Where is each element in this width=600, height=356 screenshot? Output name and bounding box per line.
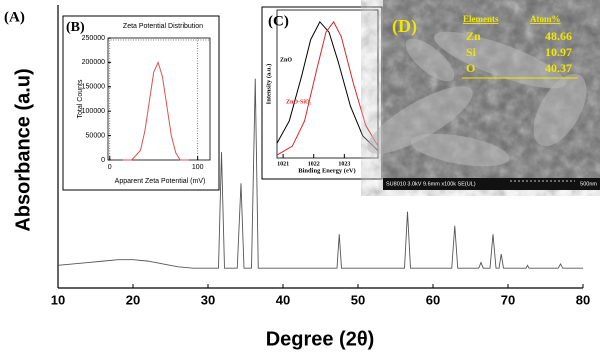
- x-tick-label: 20: [126, 292, 140, 307]
- sem-scale-label: 500nm: [580, 181, 597, 187]
- x-tick-label: 0: [108, 164, 112, 171]
- panel-label: (D): [392, 16, 417, 37]
- y-tick-label: 200000: [82, 59, 105, 66]
- y-tick-label: 150000: [82, 84, 105, 91]
- y-tick-label: 50000: [86, 132, 106, 139]
- y-tick-label: 100000: [82, 108, 105, 115]
- x-tick-label: 70: [501, 292, 515, 307]
- figure: 10 20 30 40 50 60 70 80 Degree (2θ) Absorbance (a…: [0, 0, 600, 356]
- x-tick-label: 1023: [338, 161, 350, 167]
- x-tick-label: 1022: [308, 161, 320, 167]
- x-tick-label: 1021: [277, 161, 289, 167]
- x-tick-label: 100: [192, 164, 204, 171]
- table-header: Elements: [463, 14, 499, 24]
- x-tick-label: 40: [276, 292, 290, 307]
- table-cell: Si: [466, 45, 477, 59]
- table-header: Atom%: [530, 14, 561, 24]
- y-tick-label: 0: [101, 157, 105, 164]
- sem-caption: SU8010 3.0kV 9.6mm x100k SE(UL): [386, 181, 476, 187]
- table-cell: Zn: [466, 29, 481, 43]
- table-cell: 10.97: [545, 45, 572, 59]
- x-axis-label: Degree (2θ): [266, 328, 375, 350]
- x-tick-label: 10: [51, 292, 65, 307]
- y-axis-label: Total Counts: [77, 79, 84, 118]
- panel-label: (A): [4, 9, 25, 25]
- x-tick-label: 60: [426, 292, 440, 307]
- series-label: ZnO-SiO₂: [286, 99, 312, 105]
- y-axis-label: Absorbance (a.u): [12, 68, 34, 231]
- x-tick-label: 30: [201, 292, 215, 307]
- panel-label: (C): [268, 13, 289, 29]
- table-cell: O: [466, 61, 475, 75]
- x-axis-label: Binding Energy (eV): [298, 167, 355, 174]
- panel-label: (B): [66, 20, 85, 35]
- table-cell: 48.66: [545, 29, 572, 43]
- y-tick-label: 250000: [82, 35, 105, 42]
- x-axis-label: Apparent Zeta Potential (mV): [115, 178, 206, 185]
- x-tick-label: 50: [351, 292, 365, 307]
- y-axis-label: Intensity (a.u.): [265, 64, 272, 105]
- inset-title: Zeta Potential Distribution: [123, 23, 203, 30]
- table-cell: 40.37: [545, 61, 572, 75]
- x-tick-label: 80: [576, 292, 590, 307]
- series-label: ZnO: [280, 57, 292, 63]
